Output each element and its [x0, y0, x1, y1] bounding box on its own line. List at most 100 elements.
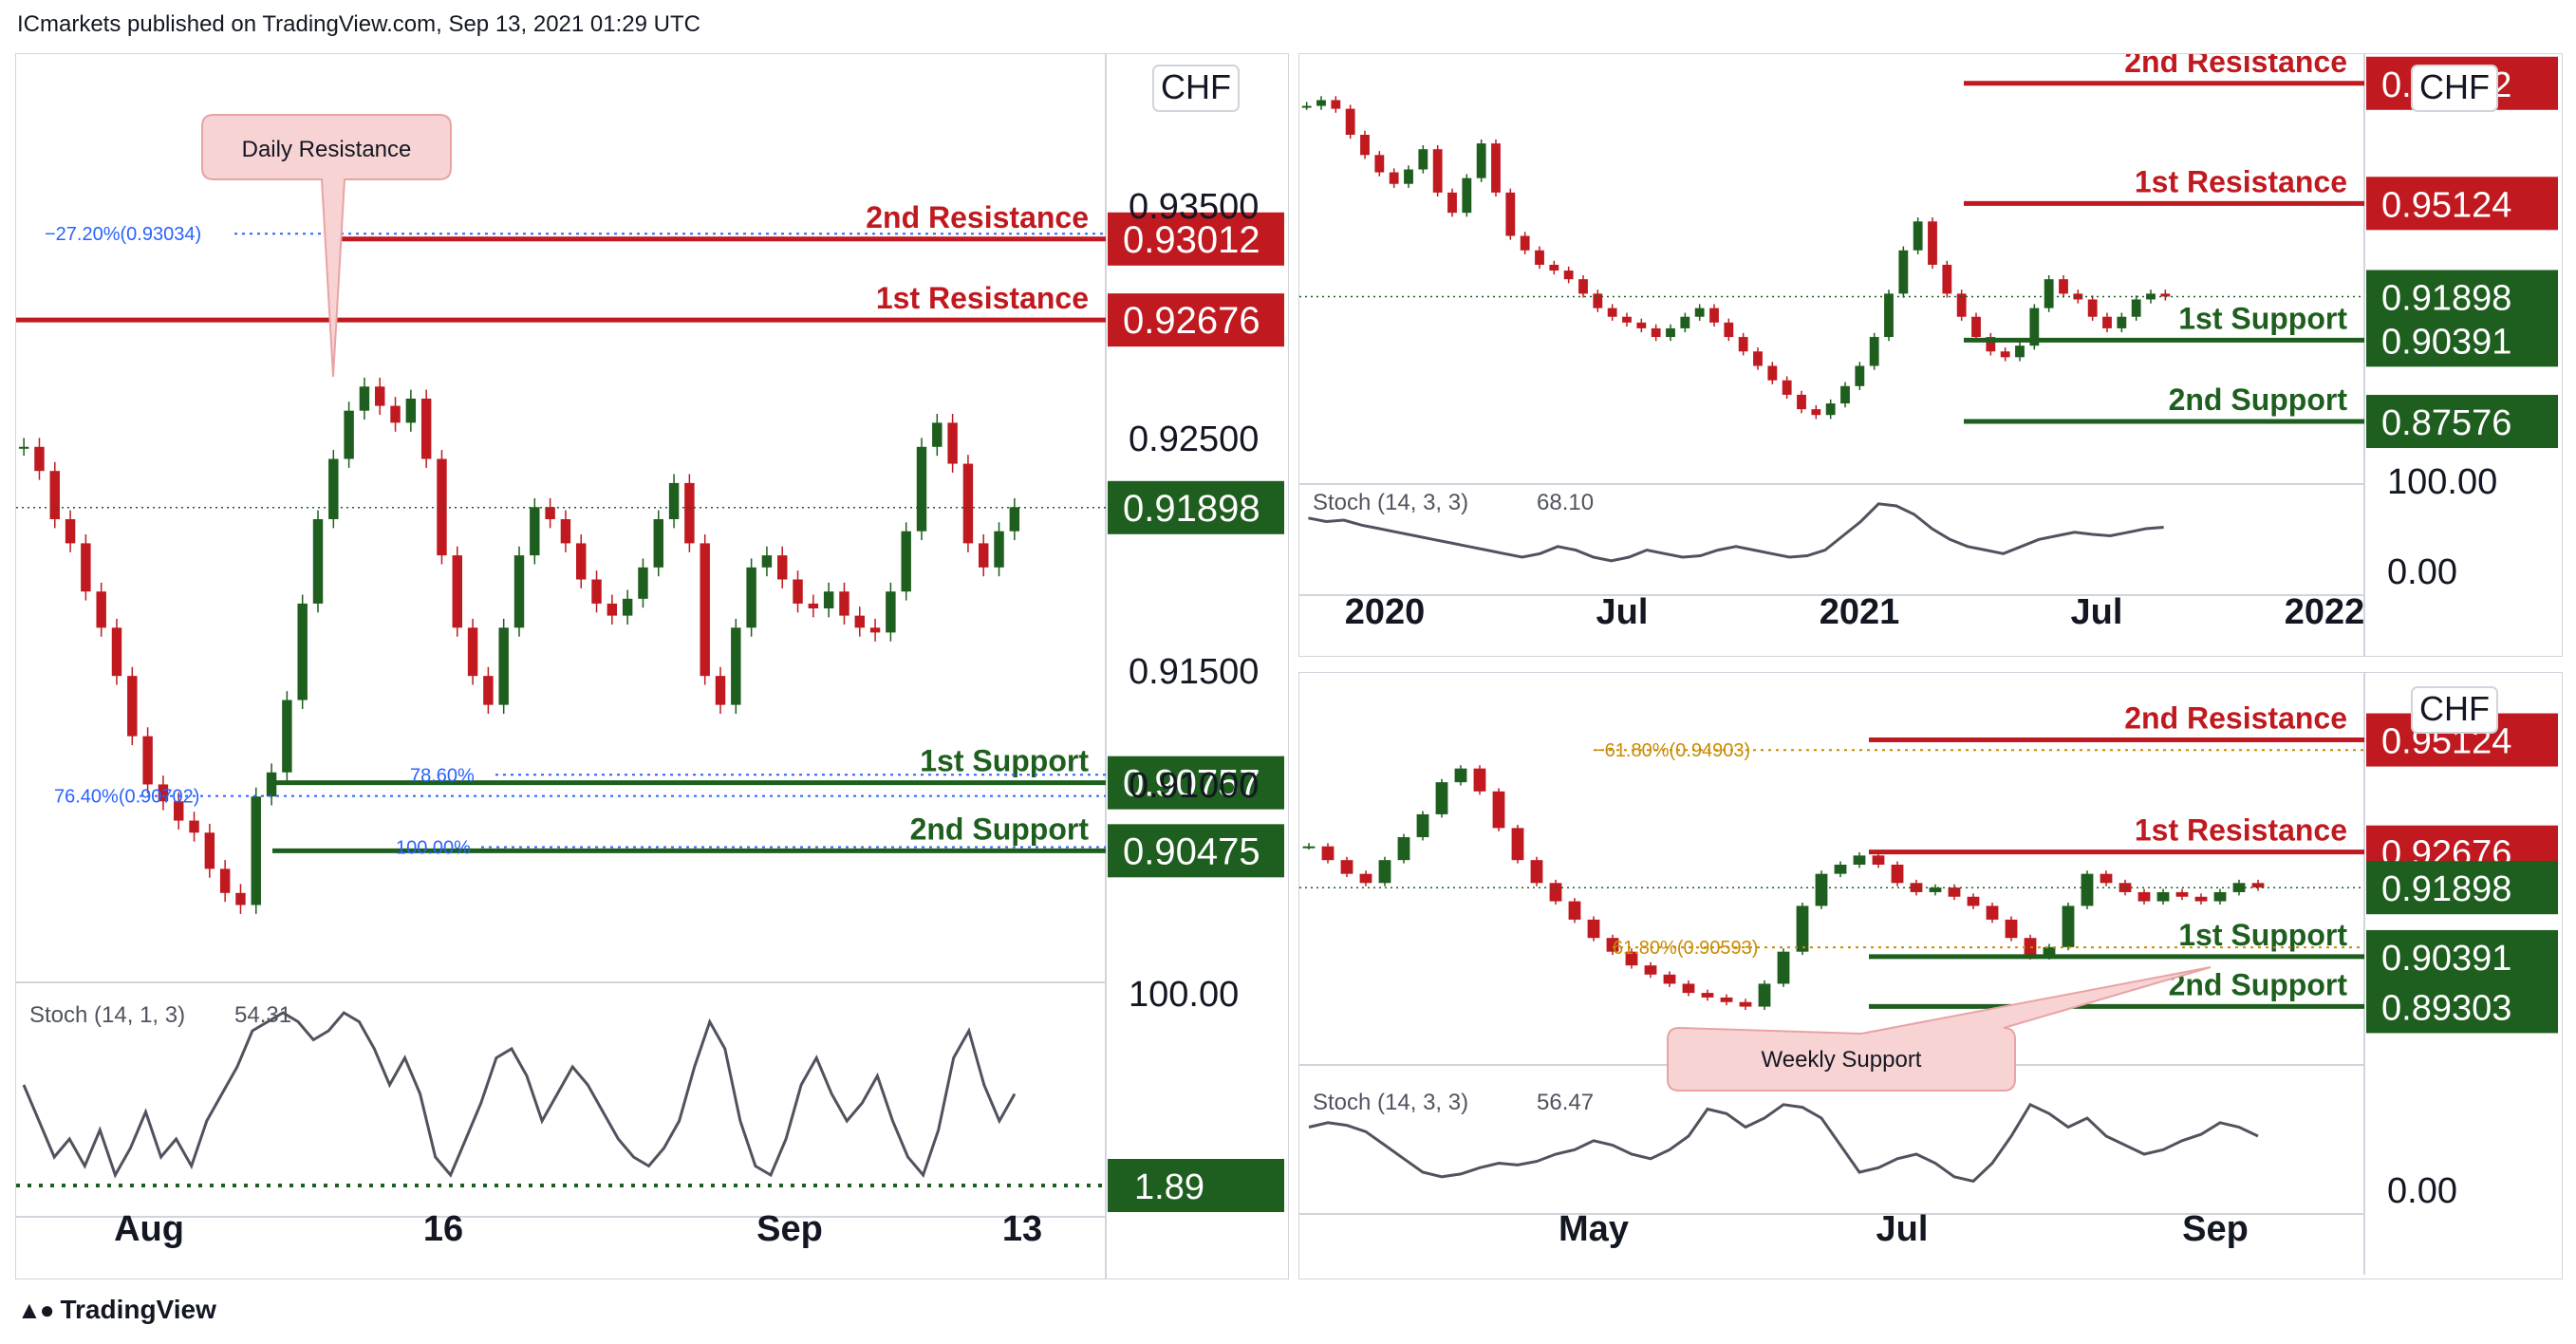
- candle-up: [2146, 293, 2156, 300]
- level-price-badge: [2366, 395, 2558, 449]
- candle-down: [375, 386, 385, 406]
- candle-down: [96, 591, 106, 628]
- candle-down: [591, 579, 602, 604]
- candle-down: [1530, 860, 1543, 884]
- fib-level-label: 61.80%(0.90593): [1613, 938, 1758, 959]
- candle-down: [1345, 108, 1355, 135]
- candle-down: [2194, 896, 2208, 902]
- fib-level-label: 76.40%(0.90702): [54, 787, 199, 808]
- annotation-callout: [201, 114, 452, 378]
- candle-up: [1898, 250, 1909, 294]
- candle-down: [65, 519, 76, 544]
- candle-down: [1568, 901, 1581, 920]
- candle-up: [266, 772, 277, 797]
- candle-down: [1986, 337, 1996, 352]
- level-name-label: 1st Resistance: [2135, 164, 2347, 198]
- candle-down: [1321, 846, 1335, 861]
- y-tick-label: 100.00: [1129, 975, 1239, 1015]
- candle-down: [1549, 883, 1562, 902]
- candle-down: [1797, 394, 1806, 410]
- candle-down: [1753, 351, 1763, 366]
- level-price-label: 0.89303: [2381, 988, 2511, 1028]
- stochastic-label: Stoch (14, 3, 3): [1313, 490, 1468, 515]
- currency-badge: [1152, 65, 1240, 112]
- stochastic-value: 68.10: [1537, 490, 1594, 515]
- candle-up: [668, 482, 680, 519]
- current-price-label: 0.91898: [2381, 278, 2511, 318]
- stochastic-level-badge: [1108, 1159, 1284, 1212]
- candle-up: [1853, 855, 1866, 865]
- candle-down: [1535, 250, 1544, 265]
- candle-up: [1666, 327, 1675, 338]
- candle-up: [1476, 143, 1486, 178]
- level-price-label: 0.93012: [1123, 219, 1260, 261]
- candle-down: [793, 579, 803, 604]
- candle-up: [1777, 951, 1790, 984]
- candle-down: [684, 482, 695, 544]
- candle-down: [979, 543, 989, 568]
- candle-down: [1491, 143, 1501, 193]
- candle-down: [1563, 271, 1574, 280]
- candle-down: [1578, 279, 1588, 294]
- candle-down: [452, 555, 462, 628]
- y-tick-label: 0.91000: [1129, 766, 1259, 806]
- stochastic-line: [22, 1011, 1017, 1179]
- footer-brand-label: TradingView: [60, 1295, 216, 1324]
- level-name-label: 1st Support: [920, 744, 1089, 778]
- candle-up: [2015, 345, 2025, 358]
- candle-down: [1663, 974, 1676, 984]
- candle-up: [901, 531, 911, 592]
- candle-down: [2087, 299, 2098, 317]
- candle-down: [420, 398, 432, 459]
- y-tick-label: 0.91500: [1129, 652, 1259, 692]
- candle-up: [1796, 905, 1809, 952]
- level-name-label: 1st Resistance: [2135, 813, 2347, 848]
- candle-down: [1782, 380, 1792, 395]
- fib-level-label: −27.20%(0.93034): [45, 224, 201, 245]
- candle-down: [81, 543, 91, 592]
- candle-up: [653, 519, 663, 568]
- candle-down: [1625, 951, 1638, 966]
- candle-down: [869, 627, 881, 633]
- stochastic-level-label: 1.89: [1134, 1167, 1204, 1207]
- level-price-label: 0.90391: [2381, 322, 2511, 362]
- candle-up: [18, 446, 29, 449]
- current-price-label: 0.91898: [1123, 488, 1260, 530]
- candle-down: [1636, 322, 1647, 328]
- candle-up: [1913, 221, 1923, 251]
- x-tick-label: May: [1559, 1209, 1629, 1249]
- candle-up: [2117, 316, 2127, 328]
- candle-up: [530, 507, 540, 556]
- candle-down: [1701, 993, 1714, 998]
- level-name-label: 2nd Resistance: [2124, 701, 2347, 736]
- candle-down: [1447, 192, 1457, 214]
- candle-down: [854, 615, 865, 628]
- candle-down: [1720, 997, 1733, 1002]
- daily2-chart-panel[interactable]: 2nd Resistance 0.95124 1st Resistance 0.926…: [1298, 672, 2563, 1279]
- candle-up: [312, 519, 324, 604]
- candle-up: [251, 796, 261, 905]
- annotation-label: Weekly Support: [1762, 1047, 1922, 1073]
- candle-up: [1758, 983, 1771, 1007]
- footer-brand[interactable]: ▲● TradingView: [17, 1295, 216, 1325]
- candle-down: [1340, 860, 1353, 874]
- candle-up: [1301, 105, 1312, 108]
- candle-down: [204, 832, 215, 869]
- candle-up: [1435, 782, 1448, 814]
- stochastic-label: Stoch (14, 3, 3): [1313, 1090, 1468, 1115]
- candle-down: [1767, 365, 1778, 381]
- daily-chart-panel[interactable]: 2nd Resistance 0.93012 1st Resistance 0.926…: [15, 53, 1289, 1279]
- candle-down: [142, 736, 153, 785]
- candle-down: [947, 422, 958, 464]
- candle-up: [1404, 169, 1413, 184]
- level-price-badge: [1108, 212, 1284, 266]
- x-tick-label: 16: [423, 1209, 463, 1249]
- candle-down: [1967, 896, 1980, 906]
- current-price-badge: [1108, 480, 1284, 534]
- candle-up: [2062, 905, 2075, 947]
- candle-up: [1869, 337, 1879, 366]
- candle-down: [437, 458, 447, 556]
- candle-down: [189, 820, 199, 833]
- candle-down: [1492, 791, 1505, 829]
